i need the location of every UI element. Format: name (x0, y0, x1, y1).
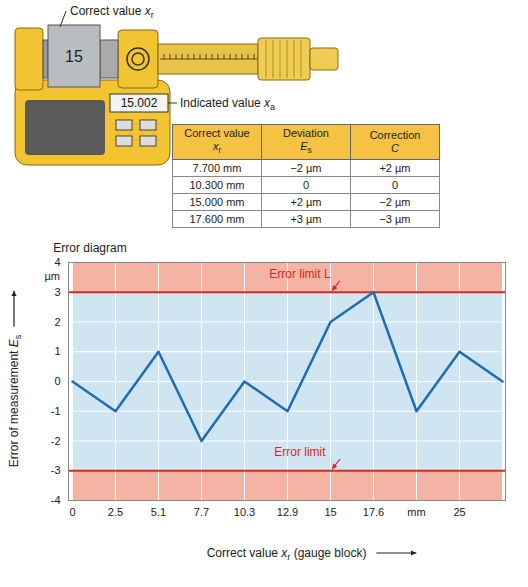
html-text:C: C (391, 142, 399, 155)
html-text:Es: Es (300, 140, 312, 156)
svg-text:15: 15 (65, 48, 83, 65)
html-text:17.600 mm: 17.600 mm (189, 213, 245, 226)
svg-text:15.002: 15.002 (121, 96, 158, 110)
svg-text:12.9: 12.9 (277, 506, 298, 518)
svg-text:0: 0 (69, 506, 75, 518)
html-text:xr: xr (212, 140, 222, 156)
svg-text:25: 25 (453, 506, 465, 518)
html-text:0: 0 (302, 179, 310, 192)
svg-text:7.7: 7.7 (194, 506, 209, 518)
svg-text:4: 4 (54, 256, 60, 268)
svg-text:-1: -1 (51, 405, 61, 417)
svg-text:Correct value xr: Correct value xr (70, 4, 154, 20)
svg-text:3: 3 (54, 286, 60, 298)
html-text:Deviation: Deviation (283, 127, 329, 139)
html-text:Correct value: Correct value (184, 127, 250, 139)
html-text:−2 µm: −2 µm (290, 162, 322, 175)
html-text:−3 µm: −3 µm (379, 213, 411, 226)
html-text:+3 µm: +3 µm (290, 213, 322, 226)
svg-text:2.5: 2.5 (108, 506, 123, 518)
svg-text:0: 0 (54, 375, 60, 387)
svg-text:1: 1 (54, 345, 60, 357)
svg-text:15: 15 (324, 506, 336, 518)
svg-text:-2: -2 (51, 435, 61, 447)
svg-text:Correct value xr (gauge block): Correct value xr (gauge block) (207, 546, 367, 562)
html-text:0: 0 (391, 179, 399, 192)
svg-text:Error diagram: Error diagram (53, 241, 126, 255)
html-text:Correction: Correction (369, 129, 421, 142)
html-text:−2 µm: −2 µm (379, 196, 411, 209)
svg-text:Error limit L: Error limit L (269, 267, 331, 281)
svg-text:µm: µm (44, 270, 60, 282)
html-text:7.700 mm: 7.700 mm (192, 162, 242, 175)
svg-text:10.3: 10.3 (234, 506, 255, 518)
html-text:15.000 mm: 15.000 mm (189, 196, 245, 209)
svg-text:-3: -3 (51, 464, 61, 476)
svg-text:-4: -4 (51, 494, 61, 506)
svg-text:17.6: 17.6 (363, 506, 384, 518)
html-text:+2 µm: +2 µm (290, 196, 322, 209)
html-text:+2 µm: +2 µm (379, 162, 411, 175)
svg-text:2: 2 (54, 316, 60, 328)
html-text:10.300 mm: 10.300 mm (189, 179, 245, 192)
svg-text:5.1: 5.1 (151, 506, 166, 518)
svg-text:mm: mm (407, 506, 425, 518)
svg-text:Indicated value xa: Indicated value xa (180, 96, 275, 112)
svg-text:Error of measurement Es: Error of measurement Es (7, 334, 23, 467)
svg-text:Error limit: Error limit (274, 445, 326, 459)
